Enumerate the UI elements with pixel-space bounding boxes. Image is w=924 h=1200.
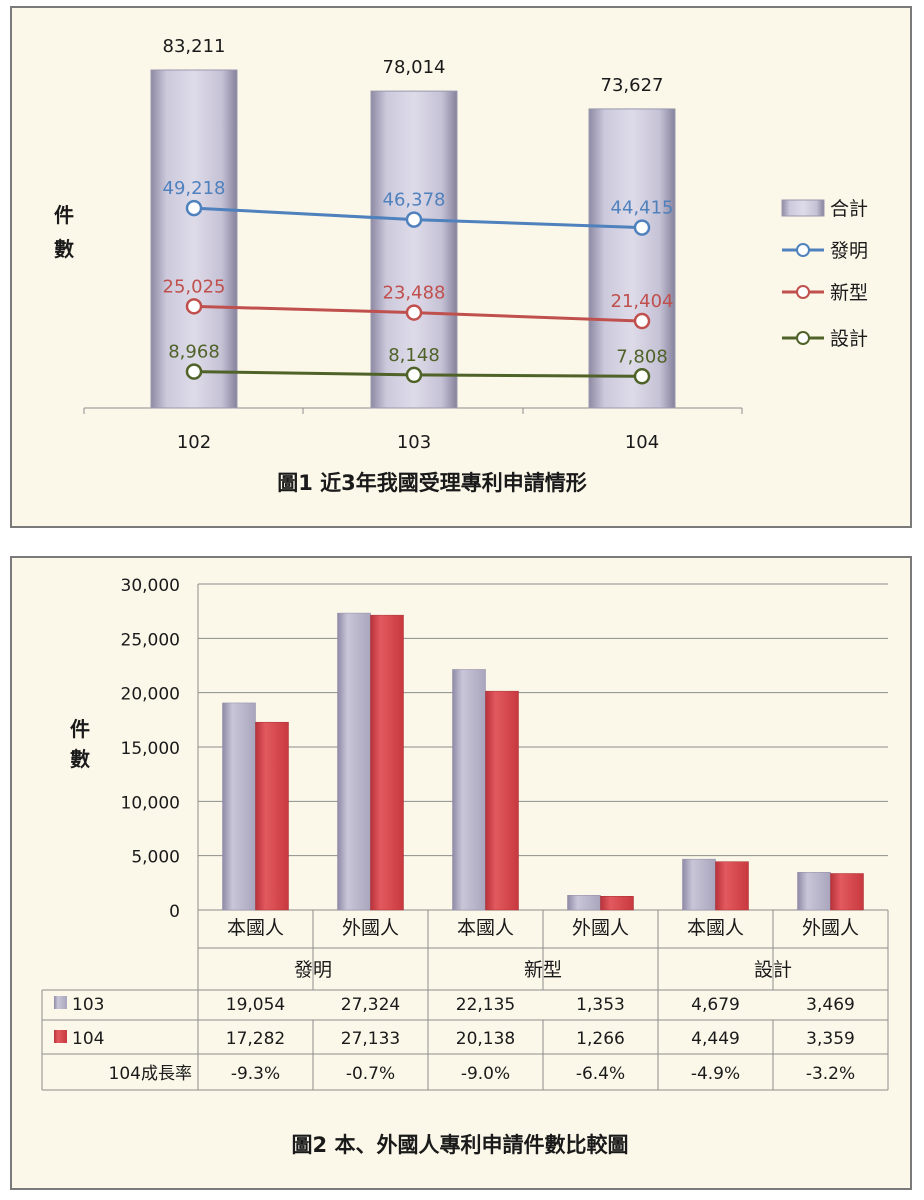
table-row-header: 104成長率 (109, 1064, 192, 1084)
table-cell: -0.7% (346, 1064, 395, 1084)
bar-103 (452, 669, 486, 911)
table-legend-swatch (54, 1030, 67, 1043)
series-point-label: 49,218 (163, 178, 226, 199)
chart1-category-label: 103 (397, 432, 431, 453)
table-cell: -9.3% (231, 1064, 280, 1084)
table-cell: 22,135 (456, 995, 515, 1015)
table-cell: 4,679 (691, 995, 740, 1015)
bar-104 (485, 690, 519, 911)
chart2-ylabel-char: 件 (70, 717, 90, 741)
bar-103 (797, 872, 831, 911)
series-point-label: 46,378 (383, 190, 446, 211)
category-label: 本國人 (687, 917, 744, 939)
series-point-label: 8,968 (168, 342, 220, 363)
category-label: 外國人 (802, 917, 859, 939)
series-point-label: 8,148 (388, 345, 440, 366)
table-series-name: 103 (72, 995, 104, 1015)
table-cell: -6.4% (576, 1064, 625, 1084)
chart2-y-tick-label: 0 (169, 902, 180, 922)
bar-104 (255, 721, 289, 911)
series-point (633, 312, 651, 330)
table-legend-swatch (54, 996, 67, 1009)
table-series-name: 104 (72, 1029, 104, 1049)
total-bar-label: 78,014 (383, 57, 446, 78)
bar-104 (715, 861, 749, 911)
table-cell: 1,266 (576, 1029, 625, 1049)
chart2-panel: 0 5,000 10,000 15,000 20,000 25,000 30,000 件數本國… (10, 556, 912, 1190)
table-cell: 1,353 (576, 995, 625, 1015)
chart2-y-tick-label: 10,000 (121, 793, 180, 813)
table-cell: -3.2% (806, 1064, 855, 1084)
bar-104 (830, 873, 864, 911)
table-cell: -4.9% (691, 1064, 740, 1084)
category-label: 外國人 (572, 917, 629, 939)
series-point (405, 211, 423, 228)
chart2-ylabel-char: 數 (70, 747, 90, 771)
legend-swatch-marker (796, 243, 810, 257)
total-bar (370, 90, 458, 409)
bar-103 (337, 612, 371, 911)
series-point (185, 298, 203, 315)
bar-103 (222, 702, 256, 911)
chart1-category-label: 102 (177, 432, 211, 453)
chart1-ylabel-char: 件 (54, 203, 74, 227)
series-point (633, 368, 651, 385)
legend-swatch-marker (796, 331, 810, 345)
series-point-label: 44,415 (611, 198, 674, 219)
series-point (185, 363, 203, 380)
bar-103 (567, 895, 601, 911)
series-point-label: 21,404 (611, 291, 674, 312)
chart1-panel: 83,211 78,014 73,627 49,218 46,378 44,415 25,0… (10, 6, 912, 528)
table-cell: 20,138 (456, 1029, 515, 1049)
chart1-svg: 83,211 78,014 73,627 49,218 46,378 44,415 25,0… (54, 36, 868, 495)
total-bar-label: 73,627 (601, 75, 664, 96)
table-cell: -9.0% (461, 1064, 510, 1084)
legend-swatch-marker (796, 285, 810, 299)
table-cell: 27,133 (341, 1029, 400, 1049)
category-label: 本國人 (227, 917, 284, 939)
chart2-title: 圖2 本、外國人專利申請件數比較圖 (292, 1133, 629, 1157)
series-point (185, 199, 203, 217)
bar-104 (370, 614, 404, 911)
bar-103 (682, 858, 716, 911)
chart2-y-tick-label: 5,000 (131, 848, 180, 868)
total-bar (150, 69, 238, 409)
series-point-label: 7,808 (616, 346, 668, 367)
chart2-y-tick-label: 30,000 (121, 576, 180, 596)
series-point (405, 304, 423, 321)
series-point (405, 366, 423, 384)
total-bar-label: 83,211 (163, 36, 226, 57)
chart2-svg: 0 5,000 10,000 15,000 20,000 25,000 30,000 件數本國… (41, 576, 889, 1157)
category-label: 外國人 (342, 917, 399, 939)
table-cell: 4,449 (691, 1029, 740, 1049)
series-point (633, 219, 651, 236)
legend-entry-label: 設計 (830, 328, 868, 350)
series-point-label: 25,025 (163, 276, 226, 297)
table-cell: 19,054 (226, 995, 285, 1015)
chart2-y-tick-label: 25,000 (121, 630, 180, 650)
table-cell: 27,324 (341, 995, 400, 1015)
total-bar (588, 108, 676, 409)
group-label: 發明 (294, 959, 332, 981)
legend-entry-label: 發明 (830, 240, 868, 262)
group-label: 設計 (754, 959, 792, 981)
chart2-y-tick-label: 20,000 (121, 685, 180, 705)
series-point-label: 23,488 (383, 283, 446, 304)
table-cell: 3,359 (806, 1029, 855, 1049)
chart1-category-label: 104 (625, 432, 659, 453)
table-cell: 3,469 (806, 995, 855, 1015)
chart1-title: 圖1 近3年我國受理專利申請情形 (277, 471, 587, 495)
group-label: 新型 (524, 959, 562, 981)
category-label: 本國人 (457, 917, 514, 939)
legend-swatch-total (781, 199, 825, 217)
table-cell: 17,282 (226, 1029, 285, 1049)
chart2-y-tick-label: 15,000 (121, 739, 180, 759)
chart1-ylabel-char: 數 (54, 237, 74, 261)
legend-entry-label: 新型 (830, 282, 868, 304)
legend-entry-label: 合計 (830, 198, 868, 220)
bar-104 (600, 895, 634, 911)
